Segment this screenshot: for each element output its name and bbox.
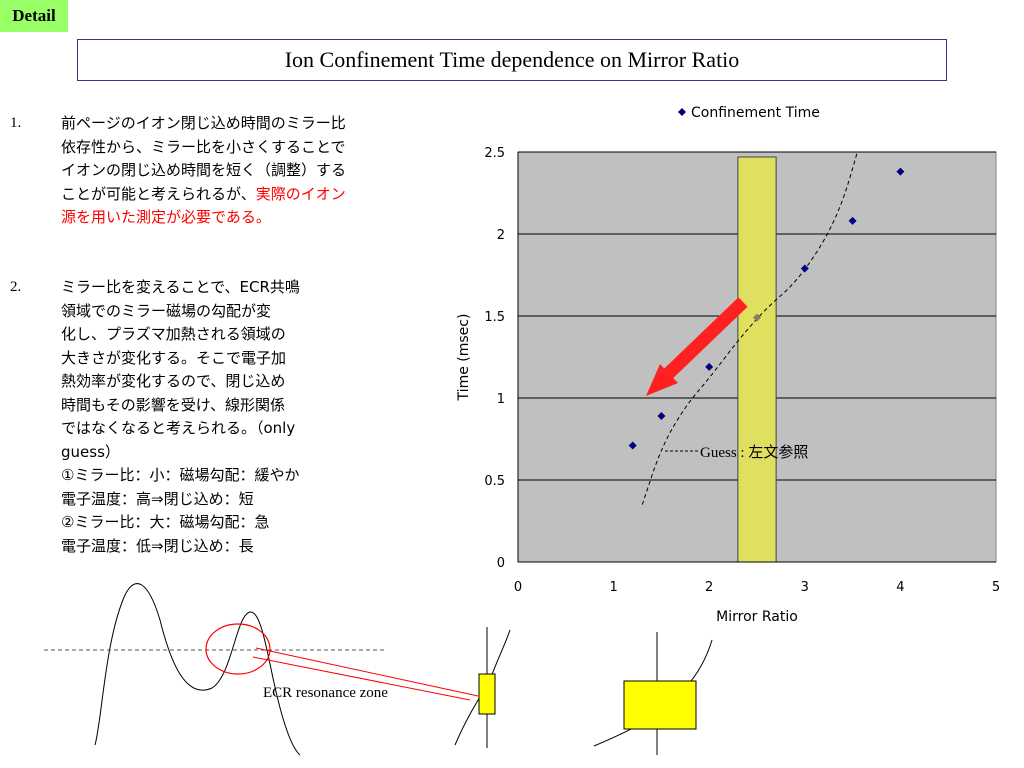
text-line: 時間もその影響を受け、線形関係: [61, 395, 285, 414]
text-line: ①ミラー比：小：磁場勾配：緩やか: [61, 466, 300, 484]
y-tick-label: 0.5: [484, 474, 505, 489]
data-point: [657, 412, 666, 421]
detail-tag: Detail: [0, 0, 68, 32]
red-emphasis-text: 実際のイオン源を用いた測定が必要である。: [61, 184, 346, 227]
x-tick-labels: 0 1 2 3 4 5: [514, 580, 1000, 595]
zoom-line-lower: [252, 656, 471, 701]
data-point: [848, 216, 857, 225]
x-tick-label: 1: [609, 580, 617, 595]
y-axis-label: Time (msec): [456, 314, 472, 402]
text-line: 電子温度：低⇒閉じ込め：長: [61, 536, 254, 555]
data-point: [800, 264, 809, 273]
plain-text: 前ページのイオン閉じ込め時間のミラー比依存性から、ミラー比を小さくすることでイオ…: [61, 114, 347, 203]
resonance-circle: [205, 623, 271, 675]
data-markers: [628, 167, 905, 450]
y-tick-label: 2: [497, 228, 505, 243]
text-line: ではなくなると考えられる。（only: [61, 419, 296, 437]
field-profile-diagram: ECR resonance zone: [44, 583, 713, 756]
text-line: ミラー比を変えることで、ECR共鳴: [61, 278, 300, 296]
field-curve: [94, 583, 301, 756]
list-number: 1.: [10, 115, 22, 131]
x-tick-label: 5: [992, 580, 1000, 595]
list-number: 2.: [10, 279, 22, 295]
y-tick-label: 2.5: [484, 146, 505, 161]
x-axis-label: Mirror Ratio: [716, 609, 798, 625]
highlight-band: [737, 156, 777, 563]
ecr-zone-label: ECR resonance zone: [263, 685, 388, 701]
y-tick-label: 1.5: [484, 310, 505, 325]
list-item-1: 1. 前ページのイオン閉じ込め時間のミラー比依存性から、ミラー比を小さくすること…: [10, 112, 350, 252]
data-point: [628, 441, 637, 450]
x-tick-label: 0: [514, 580, 522, 595]
data-point: [896, 167, 905, 176]
data-point: [705, 362, 714, 371]
zoom-line-upper: [255, 647, 479, 697]
guess-annotation: Guess : 左文参照: [700, 444, 808, 461]
y-tick-label: 1: [497, 392, 505, 407]
legend: Confinement Time: [678, 105, 820, 121]
guess-curve: [641, 151, 858, 505]
text-line: 電子温度：高⇒閉じ込め：短: [61, 489, 254, 508]
red-arrow-shaft: [663, 297, 748, 379]
y-tick-label: 0: [497, 556, 505, 571]
small-resonance-zone: [478, 673, 496, 715]
text-line: ②ミラー比：大：磁場勾配：急: [61, 513, 270, 531]
slide-title-text: Ion Confinement Time dependence on Mirro…: [284, 47, 740, 72]
x-tick-label: 4: [896, 580, 904, 595]
data-point: [753, 313, 761, 322]
text-line: guess）: [61, 442, 120, 461]
legend-marker: [678, 108, 686, 116]
list-item-2: 2. ミラー比を変えることで、ECR共鳴 領域でのミラー磁場の勾配が変 化し、プ…: [10, 276, 350, 566]
list-text: 前ページのイオン閉じ込め時間のミラー比依存性から、ミラー比を小さくすることでイオ…: [61, 112, 351, 230]
red-arrow-head: [646, 364, 678, 396]
text-line: 化し、プラズマ加熱される領域の: [61, 325, 286, 343]
text-line: 領域でのミラー磁場の勾配が変: [61, 301, 272, 320]
text-line: 大きさが変化する。そこで電子加: [61, 348, 287, 367]
x-tick-label: 2: [705, 580, 713, 595]
legend-label: Confinement Time: [691, 105, 820, 121]
text-line: 熱効率が変化するので、閉じ込め: [61, 372, 286, 390]
x-tick-label: 3: [801, 580, 809, 595]
y-tick-labels: 0 0.5 1 1.5 2 2.5: [484, 146, 505, 571]
slide-title: Ion Confinement Time dependence on Mirro…: [77, 39, 947, 81]
list-text: ミラー比を変えることで、ECR共鳴 領域でのミラー磁場の勾配が変 化し、プラズマ…: [61, 276, 351, 558]
large-resonance-zone: [623, 680, 697, 730]
